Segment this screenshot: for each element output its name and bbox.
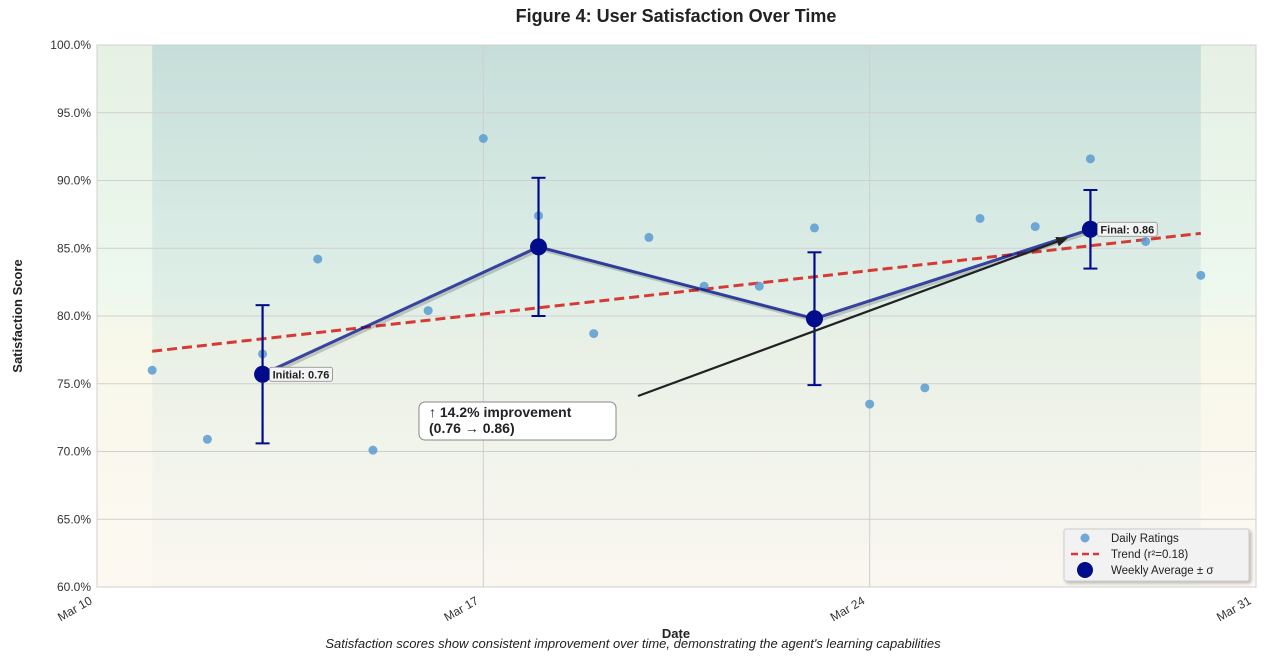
legend-daily-ratings-label: Daily Ratings xyxy=(1111,533,1179,545)
daily-rating-point xyxy=(644,232,654,242)
final-annotation: Final: 0.86 xyxy=(1097,221,1158,237)
final-label: Final: 0.86 xyxy=(1100,224,1154,236)
daily-rating-point xyxy=(1085,154,1095,164)
daily-rating-point xyxy=(1030,222,1040,232)
x-tick-label: Mar 10 xyxy=(55,593,95,624)
improvement-text-line2: (0.76 → 0.86) xyxy=(429,420,515,436)
daily-rating-point xyxy=(202,434,212,444)
initial-label: Initial: 0.76 xyxy=(273,369,330,381)
weekly-average-line xyxy=(261,227,1091,376)
legend-weekly-average-label: Weekly Average ± σ xyxy=(1111,565,1213,577)
x-tick-label: Mar 31 xyxy=(1214,593,1254,624)
daily-rating-point xyxy=(423,306,433,316)
y-tick-label: 80.0% xyxy=(57,309,91,323)
x-tick-label: Mar 24 xyxy=(828,593,868,624)
weekly-average-point xyxy=(254,365,272,383)
y-axis-ticks: 60.0% 65.0% 70.0% 75.0% 80.0% 85.0% 90.0% 95.0%… xyxy=(50,38,91,594)
daily-rating-point xyxy=(1141,236,1151,246)
y-tick-label: 75.0% xyxy=(57,377,91,391)
x-axis-ticks: Mar 10 Mar 17 Mar 24 Mar 31 xyxy=(55,593,1254,624)
legend-frame xyxy=(1063,528,1250,582)
weekly-average-points xyxy=(254,220,1099,383)
daily-rating-point xyxy=(313,254,323,264)
daily-rating-point xyxy=(368,445,378,455)
x-axis-label: Date xyxy=(662,626,690,641)
daily-rating-point xyxy=(754,281,764,291)
legend: Daily Ratings Trend (r²=0.18) Weekly Ave… xyxy=(1063,528,1250,582)
daily-rating-point xyxy=(865,399,875,409)
improvement-callout-box xyxy=(418,401,617,441)
improvement-arrow xyxy=(637,237,1069,398)
daily-rating-point xyxy=(809,223,819,233)
improvement-callout: ↑ 14.2% improvement (0.76 → 0.86) xyxy=(418,401,617,441)
daily-rating-point xyxy=(589,329,599,339)
y-tick-label: 70.0% xyxy=(57,445,91,459)
weekly-average-point xyxy=(805,310,823,328)
daily-rating-point xyxy=(478,133,488,143)
y-tick-label: 65.0% xyxy=(57,512,91,526)
improvement-text-line1: ↑ 14.2% improvement xyxy=(429,404,572,420)
daily-rating-point xyxy=(975,213,985,223)
weekly-average-point xyxy=(1081,220,1099,238)
chart-caption: Satisfaction scores show consistent impr… xyxy=(325,636,941,651)
chart-title: Figure 4: User Satisfaction Over Time xyxy=(516,6,837,26)
y-tick-label: 95.0% xyxy=(57,106,91,120)
weekly-average-point xyxy=(530,238,548,256)
initial-annotation: Initial: 0.76 xyxy=(269,366,333,382)
x-tick-label: Mar 17 xyxy=(441,593,481,624)
y-axis-label: Satisfaction Score xyxy=(10,259,25,372)
y-tick-label: 60.0% xyxy=(57,580,91,594)
y-tick-label: 100.0% xyxy=(50,38,91,52)
daily-rating-point xyxy=(920,383,930,393)
daily-rating-point xyxy=(1196,270,1206,280)
y-tick-label: 85.0% xyxy=(57,241,91,255)
daily-rating-point xyxy=(147,365,157,375)
legend-trend-label: Trend (r²=0.18) xyxy=(1111,549,1188,561)
legend-weekly-average-marker xyxy=(1077,562,1093,578)
legend-daily-ratings-marker xyxy=(1080,533,1090,543)
y-tick-label: 90.0% xyxy=(57,174,91,188)
